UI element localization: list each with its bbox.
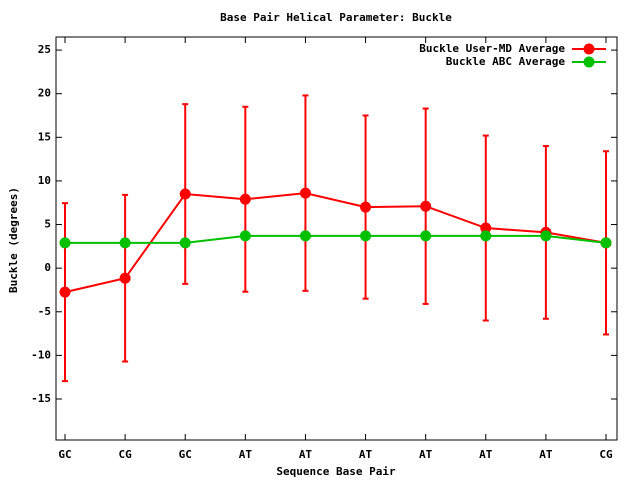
point: [299, 230, 311, 242]
legend-marker: [583, 56, 595, 68]
point: [59, 286, 71, 298]
x-tick-label: GC: [58, 448, 71, 461]
y-tick-label: 0: [44, 261, 51, 274]
point: [480, 222, 492, 234]
point: [360, 201, 372, 213]
y-tick-label: 10: [38, 174, 51, 187]
point: [360, 230, 372, 242]
point: [119, 272, 131, 284]
series-line: [65, 234, 607, 244]
point: [239, 230, 251, 242]
series-line: [64, 192, 607, 294]
y-tick-label: -5: [38, 305, 51, 318]
point: [119, 237, 131, 249]
point: [420, 230, 432, 242]
x-tick-label: AT: [299, 448, 313, 461]
point: [480, 230, 492, 242]
point: [420, 200, 432, 212]
y-tick-label: -15: [31, 392, 51, 405]
point: [179, 188, 191, 200]
y-tick-label: 15: [38, 130, 51, 143]
x-tick-label: CG: [118, 448, 132, 461]
y-tick-label: 5: [44, 218, 51, 231]
x-tick-label: AT: [239, 448, 253, 461]
point: [179, 237, 191, 249]
legend-label: Buckle ABC Average: [446, 55, 566, 68]
point: [239, 193, 251, 205]
y-tick-label: 20: [38, 87, 51, 100]
point: [299, 187, 311, 199]
x-tick-label: AT: [479, 448, 493, 461]
x-tick-label: CG: [599, 448, 613, 461]
y-axis-label: Buckle (degrees): [7, 187, 20, 293]
legend-label: Buckle User-MD Average: [419, 42, 565, 55]
plot-frame: [55, 36, 618, 441]
point: [59, 237, 71, 249]
x-tick-label: AT: [359, 448, 373, 461]
x-tick-label: AT: [539, 448, 553, 461]
point: [540, 230, 552, 242]
legend-marker: [583, 43, 595, 55]
x-tick-label: AT: [419, 448, 433, 461]
x-axis-label: Sequence Base Pair: [276, 465, 396, 478]
point: [600, 237, 612, 249]
chart-title: Base Pair Helical Parameter: Buckle: [220, 11, 452, 24]
y-tick-label: -10: [31, 348, 51, 361]
y-tick-label: 25: [38, 43, 51, 56]
x-tick-label: GC: [179, 448, 192, 461]
